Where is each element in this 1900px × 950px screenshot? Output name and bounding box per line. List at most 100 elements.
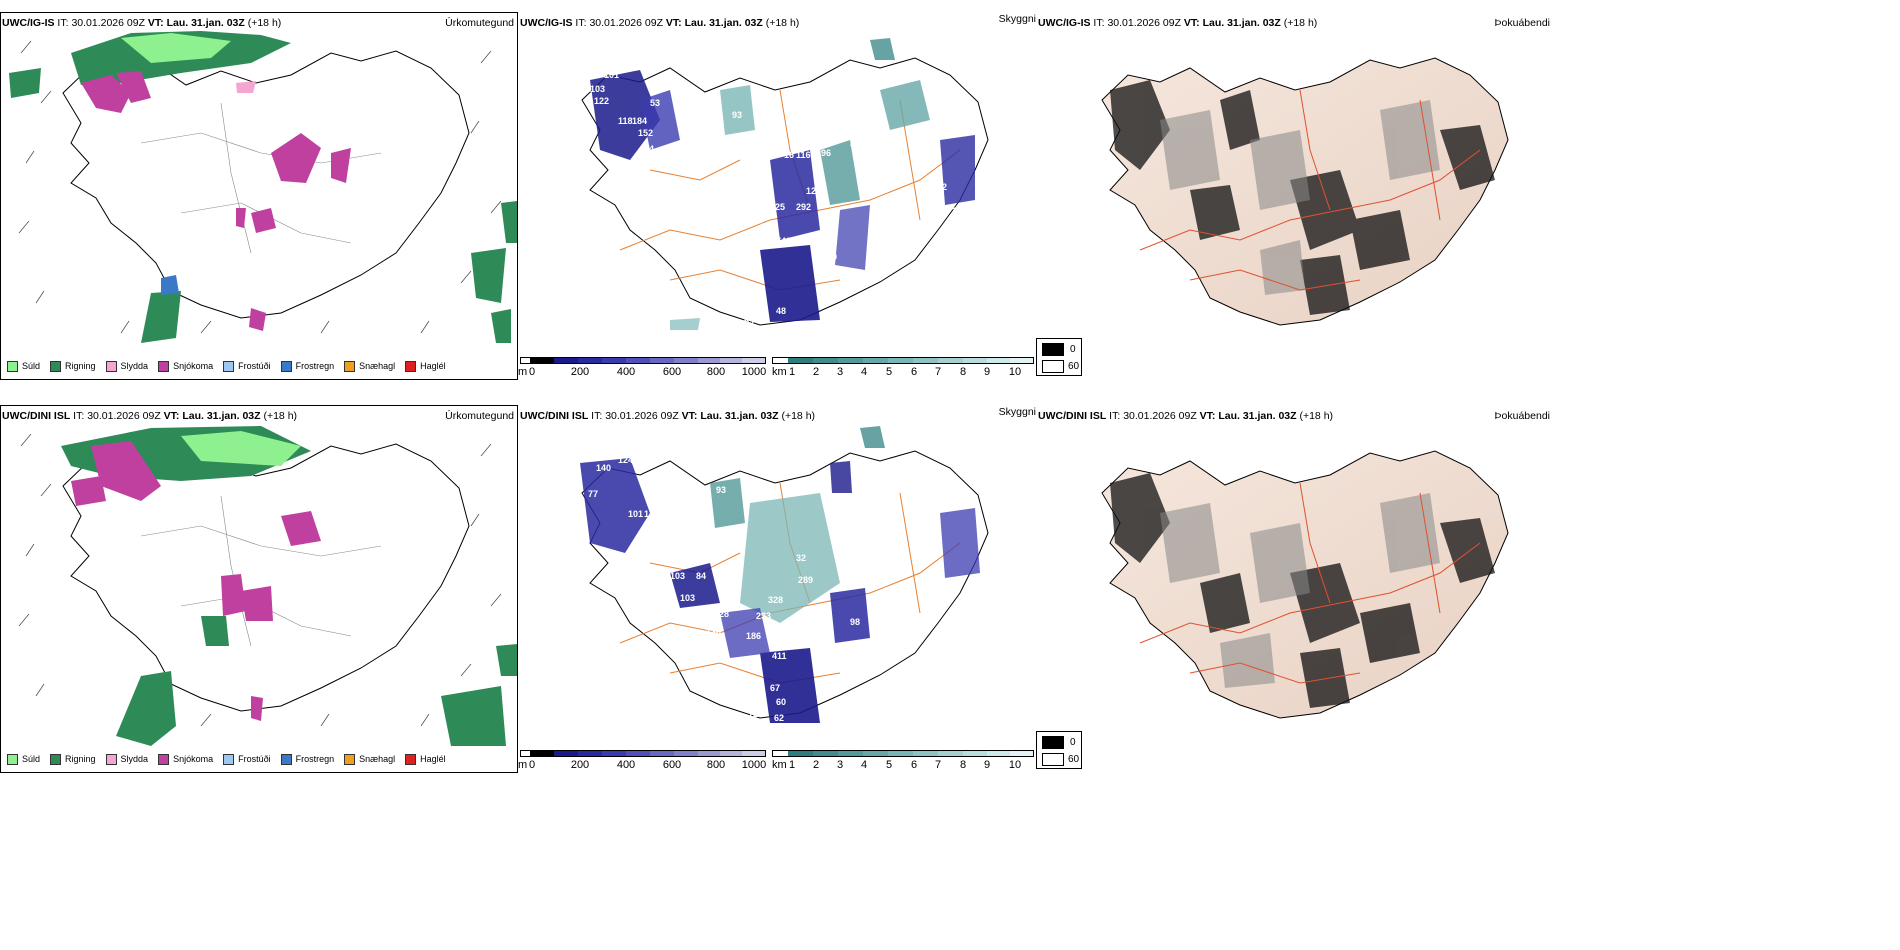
fog-legend-top: 0 60 (1036, 338, 1082, 376)
colorbar-tick: 400 (616, 759, 636, 771)
legend-swatch (223, 360, 235, 372)
legend-label: Snjókoma (173, 361, 214, 371)
vis-label: 103 (680, 593, 695, 603)
vis-label: 67 (770, 683, 780, 693)
vis-label: 124 (618, 455, 633, 465)
fog-legend-swatch-black (1042, 736, 1064, 749)
vt-value: Lau. 31.jan. 03Z (1202, 17, 1281, 29)
vis-label: 155 (692, 635, 707, 645)
lead-time: (+18 h) (263, 410, 298, 422)
panel-title-precip-bottom: Úrkomutegund (445, 410, 514, 422)
legend-label: Rigning (65, 754, 96, 764)
vis-label: 140 (596, 463, 611, 473)
legend-label: Haglél (420, 754, 446, 764)
legend-label: Frostúði (238, 361, 271, 371)
colorbar-tick: 2 (812, 759, 820, 771)
colorbar-segment (888, 750, 913, 757)
colorbar-tick: 400 (616, 366, 636, 378)
vis-label: 76 (646, 543, 656, 553)
vis-label: 200 (656, 673, 671, 683)
legend-swatch (158, 360, 170, 372)
colorbar-segment (913, 750, 938, 757)
legend-label: Súld (22, 754, 41, 764)
lead-time: (+18 h) (1283, 17, 1318, 29)
legend-label: Súld (22, 361, 41, 371)
colorbar-segment (1010, 357, 1033, 364)
it-value: 30.01.2026 09Z (87, 410, 161, 422)
legend-swatch (344, 360, 356, 372)
vt-value: Lau. 31.jan. 03Z (700, 410, 779, 422)
vis-label: 79 (662, 533, 672, 543)
panel-title-fog-top: Þokuábendi (1494, 17, 1550, 29)
colorbar-tick: 5 (885, 366, 893, 378)
legend-swatch (50, 753, 62, 765)
colorbar-segment (720, 357, 742, 364)
iceland-outline (62, 50, 470, 319)
vis-label: 155 (640, 575, 655, 585)
vis-label: 93 (732, 110, 742, 120)
vis-label: 84 (696, 571, 706, 581)
legend-label: Snæhagl (359, 754, 396, 764)
legend-swatch (7, 360, 18, 372)
vis-label: 152 (638, 128, 653, 138)
vis-label: 147 (644, 509, 659, 519)
colorbar-tick: 9 (983, 366, 991, 378)
it-label: IT: (57, 17, 69, 29)
vis-label: 396 (816, 148, 831, 158)
colorbar-segment (602, 357, 626, 364)
panel-header-precip-top: UWC/IG-IS IT: 30.01.2026 09Z VT: Lau. 31… (2, 16, 281, 30)
vis-label: 77 (588, 489, 598, 499)
colorbar-segment (863, 357, 888, 364)
legend-label: Slydda (120, 754, 149, 764)
colorbar-unit: m (518, 759, 528, 771)
vis-label: 746 (776, 236, 791, 246)
lead-time: (+18 h) (765, 17, 800, 29)
vis-label: 95 (620, 62, 630, 72)
legend-label: Frostregn (295, 754, 335, 764)
precip-legend-top: Súld Rigning Slydda Snjókoma Frostúði Fr… (7, 357, 456, 375)
precip-type-map-bottom: Súld Rigning Slydda Snjókoma Frostúði Fr… (0, 405, 518, 773)
legend-label: Snjókoma (173, 754, 214, 764)
vis-label: 48 (776, 306, 786, 316)
colorbar-tick: 1 (788, 759, 796, 771)
colorbar-tick: 2 (812, 366, 820, 378)
colorbar-segment (838, 750, 863, 757)
lead-time: (+18 h) (781, 410, 816, 422)
colorbar-segment (720, 750, 742, 757)
vt-value: Lau. 31.jan. 03Z (684, 17, 763, 29)
colorbar-tick: 7 (934, 759, 942, 771)
colorbar-tick: 200 (570, 366, 590, 378)
panel-title-vis-top: Skyggni (998, 13, 1036, 25)
precip-map-svg-bottom (18, 426, 517, 746)
vis-label: 116 (796, 150, 811, 160)
legend-label: Haglél (420, 361, 446, 371)
it-value: 30.01.2026 09Z (1123, 410, 1197, 422)
legend-label: Rigning (65, 361, 96, 371)
colorbar-segment (674, 357, 698, 364)
vt-label: VT: (665, 17, 682, 29)
colorbar-segment (650, 357, 674, 364)
colorbar-segment (938, 357, 963, 364)
vis-label: 95 (722, 222, 732, 232)
vis-label: 220 (850, 138, 865, 148)
colorbar-segment (742, 750, 765, 757)
panel-header-vis-top: UWC/IG-IS IT: 30.01.2026 09Z VT: Lau. 31… (520, 16, 799, 30)
precip-type-map-top: Súld Rigning Slydda Snjókoma Frostúði Fr… (0, 12, 518, 380)
vt-label: VT: (1199, 410, 1216, 422)
vis-label: 184 (632, 116, 647, 126)
colorbar-segment (698, 357, 720, 364)
colorbar-segment (602, 750, 626, 757)
colorbar-segment (913, 357, 938, 364)
it-value: 30.01.2026 09Z (589, 17, 663, 29)
it-label: IT: (591, 410, 603, 422)
vis-label: 60 (776, 697, 786, 707)
visibility-map-bottom: 140 124 90 77 101 147 96 79 93 76 102 15… (520, 423, 1035, 743)
colorbar-segment (788, 750, 813, 757)
vis-label: 53 (650, 98, 660, 108)
lead-time: (+18 h) (247, 17, 282, 29)
colorbar-tick: 10 (1008, 366, 1022, 378)
model-name: UWC/IG-IS (1038, 17, 1091, 29)
colorbar-tick: 800 (706, 759, 726, 771)
vis-label: 118 (618, 116, 633, 126)
colorbar-tick: 1000 (741, 366, 767, 378)
